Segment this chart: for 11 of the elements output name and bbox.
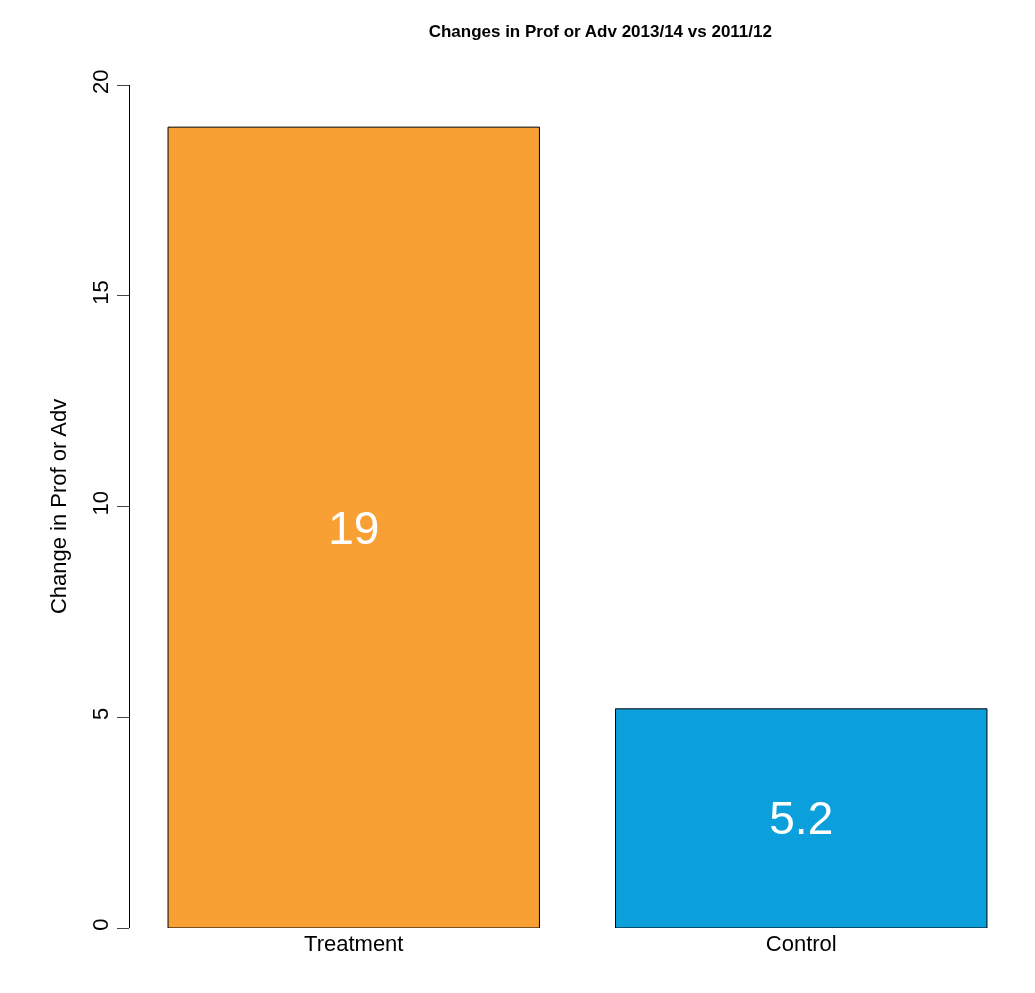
y-tick-label: 0 <box>88 918 114 931</box>
y-tick-label: 20 <box>88 69 114 94</box>
y-axis-title: Change in Prof or Adv <box>46 398 71 615</box>
y-tick-label: 15 <box>88 280 114 305</box>
chart-title: Changes in Prof or Adv 2013/14 vs 2011/12 <box>428 21 772 41</box>
x-tick-label: Treatment <box>304 931 404 956</box>
data-label: 5.2 <box>769 792 834 845</box>
data-label: 19 <box>328 501 380 554</box>
y-tick-label: 10 <box>88 490 114 516</box>
y-tick-label: 5 <box>88 707 114 721</box>
x-tick-label: Control <box>765 931 837 956</box>
